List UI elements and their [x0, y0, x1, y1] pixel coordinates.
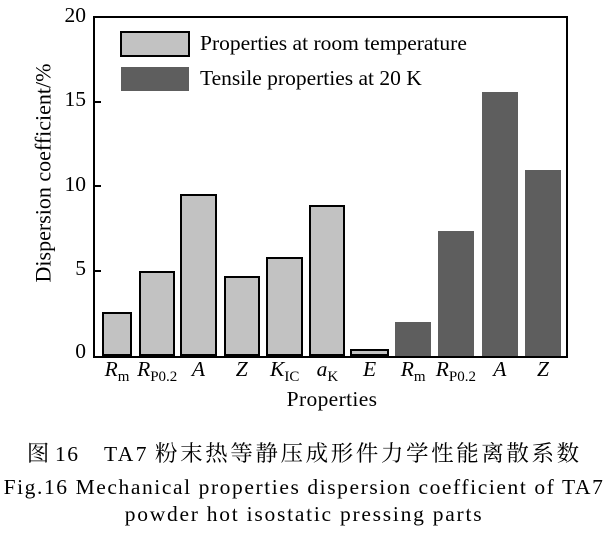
svg-text:16: 16	[55, 442, 80, 466]
svg-text:TA7: TA7	[104, 442, 149, 466]
